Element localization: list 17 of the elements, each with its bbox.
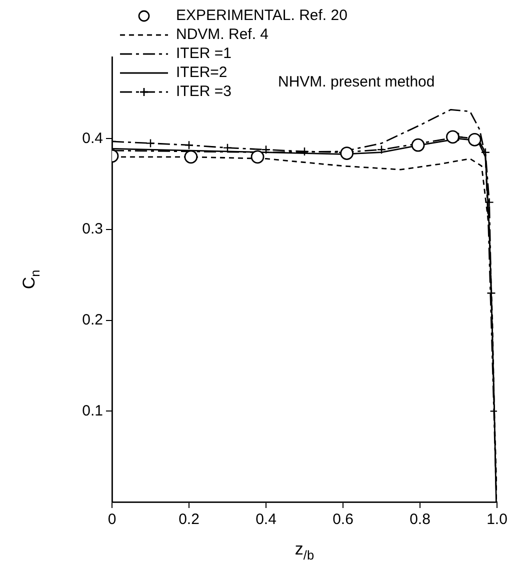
y-tick-label: 0.1 bbox=[82, 402, 103, 420]
legend-label: ITER=2 bbox=[176, 64, 228, 82]
x-tick-label: 0.2 bbox=[178, 511, 200, 528]
legend-label: ITER =1 bbox=[176, 45, 232, 62]
x-tick-label: 0.8 bbox=[410, 511, 430, 528]
annotation: NHVM. present method bbox=[278, 74, 435, 91]
x-tick-label: 0.6 bbox=[332, 511, 354, 528]
x-tick-label: 0.4 bbox=[256, 511, 276, 528]
x-tick-label: 1.0 bbox=[486, 511, 508, 528]
y-tick-label: 0.2 bbox=[82, 312, 103, 329]
legend-label: EXPERIMENTAL. Ref. 20 bbox=[176, 7, 348, 24]
legend-label: NDVM. Ref. 4 bbox=[176, 26, 269, 44]
legend-label: ITER =3 bbox=[176, 83, 232, 100]
y-tick-label: 0.4 bbox=[82, 130, 103, 147]
y-tick-label: 0.3 bbox=[82, 220, 103, 238]
y-axis-title: Cn bbox=[20, 270, 42, 290]
x-tick-label: 0 bbox=[108, 511, 116, 528]
